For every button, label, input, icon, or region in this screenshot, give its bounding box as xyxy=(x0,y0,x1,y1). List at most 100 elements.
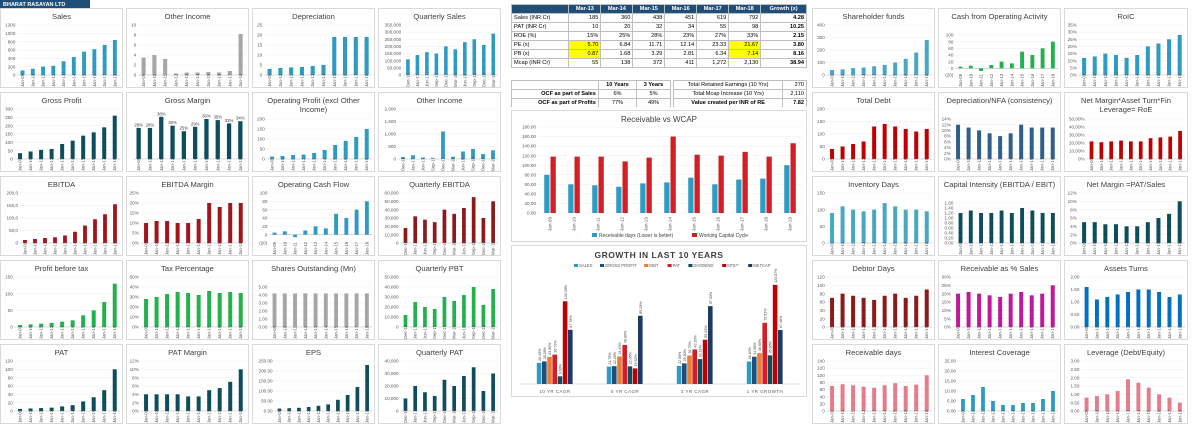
category-label: Jan-09 xyxy=(144,409,149,423)
panel-shareholder-funds-20: Shareholder funds 0 100 200 300 400 Jan-09 Jan-… xyxy=(812,8,935,88)
bar xyxy=(18,408,23,411)
panel-profit-before-tax-12: Profit before tax 0 50 100 150 Jan-09 Jan-10 Ja… xyxy=(0,260,123,340)
bar xyxy=(491,373,495,411)
bar xyxy=(60,321,65,327)
data-label: 31.11% xyxy=(699,344,703,357)
tick-label: 0.20 xyxy=(944,236,953,241)
bar xyxy=(228,292,233,327)
tick-label: 6 xyxy=(134,43,137,48)
category-label: Jan-14 xyxy=(1008,325,1013,339)
tick-label: 0 xyxy=(822,325,825,330)
bar xyxy=(1146,387,1151,411)
bar xyxy=(830,149,835,159)
tick-label: 180.00 xyxy=(522,125,536,130)
category-label: Jan-10 xyxy=(966,325,971,339)
category-label: Mar-18 xyxy=(451,157,456,171)
receivable-bar xyxy=(736,179,742,213)
category-label: Jan-16 xyxy=(1029,157,1034,171)
bar xyxy=(39,408,44,411)
category-label: Jan-18 xyxy=(112,73,117,87)
category-label: Mar-19 xyxy=(491,157,496,171)
category-label: Jan-18 xyxy=(365,409,370,423)
category-label: Jan-17 xyxy=(102,409,107,423)
panel-title: Tax Percentage xyxy=(161,264,214,273)
tick-label: 120 xyxy=(817,275,825,280)
category-label: Dec-17 xyxy=(441,157,446,171)
category-label: Jan-14 xyxy=(70,157,75,171)
category-label: Jan-17 xyxy=(1167,325,1172,339)
tick-label: 40,00% xyxy=(1069,125,1085,130)
bar xyxy=(1082,222,1087,243)
tick-label: 250.00 xyxy=(259,359,273,364)
tick-label: 200 xyxy=(817,107,825,112)
category-label: Jun-17 xyxy=(422,241,427,255)
category-label: Jan-16 xyxy=(91,325,96,339)
bar xyxy=(1040,48,1045,69)
bar xyxy=(144,394,149,411)
bar xyxy=(442,297,447,327)
category-label: Mar-18 xyxy=(452,409,457,423)
panel-sales-0: Sales 0 200 400 600 800 1000 1200 Jan-09 Jan-10 Ja… xyxy=(0,8,123,88)
bar xyxy=(987,133,992,159)
bar xyxy=(1009,213,1014,243)
category-label: Jan-18 xyxy=(364,73,369,87)
bar-chart: 0 20 40 60 80 100 120 Jan-09 Jan-10 Jan-11 Jan-12 J… xyxy=(817,275,932,339)
data-label: 103.39% xyxy=(564,284,568,299)
tick-label: 10% xyxy=(942,308,951,313)
bar xyxy=(981,387,985,411)
bar xyxy=(28,408,33,411)
tick-label: 0 xyxy=(396,409,399,414)
bar xyxy=(154,394,159,411)
column-header xyxy=(511,80,599,90)
category-label: Jan-18 xyxy=(238,409,243,423)
bar xyxy=(270,156,275,159)
bar xyxy=(344,293,349,327)
summary-panel: Mar-13 Mar-14 Mar-15 Mar-16 Mar-17 Mar-18 Grow… xyxy=(511,4,807,107)
growth-bar xyxy=(772,284,778,384)
bar xyxy=(961,399,965,411)
bar xyxy=(840,146,845,159)
bar xyxy=(1021,403,1025,411)
data-label: 34.08% xyxy=(753,342,757,355)
tick-label: 20,000 xyxy=(385,384,399,389)
tick-label: 10 xyxy=(131,23,137,28)
bar xyxy=(207,390,212,411)
tick-label: 0% xyxy=(1070,241,1077,246)
bar xyxy=(956,124,961,159)
growth-svg: SALES GROSS PROFIT EBIT PAT DIVIDEND EPS** MKT… xyxy=(520,263,800,394)
bar xyxy=(1040,213,1045,243)
tick-label: 0 xyxy=(13,73,16,78)
data-label: 43.20% xyxy=(693,334,697,347)
category-label: Dec-16 xyxy=(405,73,410,87)
cell: 1.68 xyxy=(600,49,634,59)
category-label: Jan-12 xyxy=(1115,409,1120,423)
tick-label: 160.00 xyxy=(522,134,536,139)
tick-label: 0 xyxy=(822,157,825,162)
tick-label: 80 xyxy=(262,199,268,204)
tick-label: 50,000 xyxy=(385,275,399,280)
tick-label: 200 xyxy=(5,123,13,128)
cell: 138 xyxy=(600,58,634,68)
tick-label: 40 xyxy=(948,53,954,58)
category-label: Jan-15 xyxy=(1145,241,1150,255)
cell: 185 xyxy=(568,13,602,23)
panel-receivable-as-sales-30: Receivable as % Sales 0% 5% 10% 15% 20% 25% 30%… xyxy=(938,260,1061,340)
bar xyxy=(893,62,898,75)
bar xyxy=(332,37,337,75)
data-label: 36.72% xyxy=(553,340,557,353)
bar xyxy=(1156,218,1161,243)
category-label: Jan-09 xyxy=(1084,409,1089,423)
data-label: 33.90% xyxy=(548,342,552,355)
category-label: Jan-11 xyxy=(596,217,601,231)
category-label: Jan-15 xyxy=(692,217,697,231)
cell: 32 xyxy=(632,22,666,32)
bar xyxy=(903,58,908,75)
tick-label: 140.00 xyxy=(522,144,536,149)
group-label: 1 YR GROWTH xyxy=(747,389,783,394)
category-label: Jan-18 xyxy=(238,241,243,255)
bar xyxy=(1019,292,1024,327)
panel-quarterly-pat-19: Quarterly PAT 0 10,000 20,000 30,000 40,000 De… xyxy=(378,344,501,424)
tick-label: 1,500 xyxy=(385,119,397,124)
category-label: Jan-17 xyxy=(413,409,418,423)
category-label: Jan-16 xyxy=(903,73,908,87)
